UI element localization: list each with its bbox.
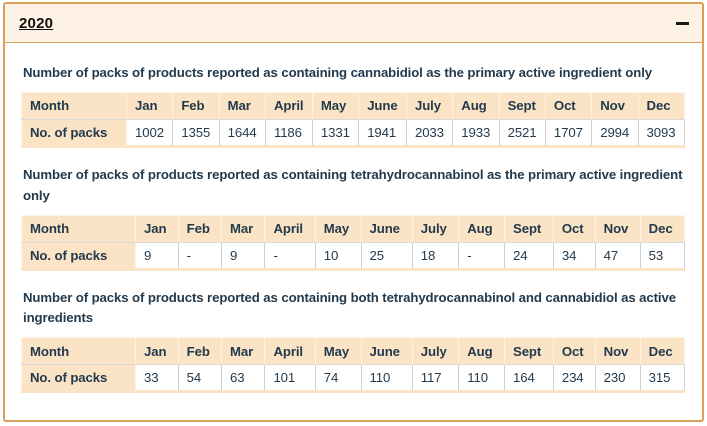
table-section-cannabidiol: Number of packs of products reported as … (21, 63, 686, 148)
month-header: Oct (544, 91, 593, 120)
month-header: Sept (498, 91, 546, 120)
month-header: May (314, 214, 362, 243)
month-header: June (360, 214, 413, 243)
packs-value: 2521 (498, 118, 546, 147)
month-header: Aug (452, 91, 500, 120)
month-column-header: Month (21, 214, 136, 243)
packs-value: 33 (135, 364, 179, 393)
months-header-row: Month Jan Feb Mar April May June July Aug Sept Oct… (21, 214, 686, 243)
packs-row: No. of packs 33 54 63 101 74 110 117 110 164 234 23… (21, 364, 686, 393)
accordion-body: Number of packs of products reported as … (5, 43, 702, 414)
packs-value: - (177, 241, 223, 270)
month-header: June (360, 337, 413, 366)
packs-value: 3093 (637, 118, 686, 147)
packs-value: 24 (504, 241, 554, 270)
packs-value: 101 (264, 364, 316, 393)
table-title: Number of packs of products reported as … (23, 289, 676, 326)
packs-value: 25 (360, 241, 413, 270)
month-header: June (358, 91, 407, 120)
packs-value: - (264, 241, 316, 270)
packs-value: 1707 (544, 118, 593, 147)
month-column-header: Month (21, 91, 127, 120)
months-header-row: Month Jan Feb Mar April May June July Aug Sept Oct… (21, 337, 686, 366)
table-section-tetrahydrocannabinol: Number of packs of products reported as … (21, 165, 686, 271)
packs-value: 1355 (172, 118, 220, 147)
packs-value: 1933 (452, 118, 500, 147)
packs-value: 234 (552, 364, 596, 393)
packs-value: 10 (314, 241, 362, 270)
month-header: Jan (135, 214, 179, 243)
month-header: Nov (591, 91, 639, 120)
packs-value: 2033 (405, 118, 454, 147)
month-header: Dec (637, 91, 686, 120)
packs-value: 63 (221, 364, 266, 393)
both-ingredients-table: Month Jan Feb Mar April May June July Aug Sept Oct… (21, 337, 686, 394)
packs-value: 117 (411, 364, 460, 393)
month-header: April (264, 337, 316, 366)
packs-value: 1186 (264, 118, 313, 147)
table-title: Number of packs of products reported as … (23, 65, 652, 80)
packs-value: 34 (552, 241, 596, 270)
tetrahydrocannabinol-table: Month Jan Feb Mar April May June July Aug Sept Oct… (21, 214, 686, 271)
month-header: Aug (458, 337, 505, 366)
month-header: Feb (177, 214, 223, 243)
months-header-row: Month Jan Feb Mar April May June July Aug Sept Oct… (21, 91, 686, 120)
packs-value: 1644 (218, 118, 266, 147)
packs-value: 110 (458, 364, 505, 393)
month-header: Oct (552, 214, 596, 243)
packs-value: 9 (135, 241, 179, 270)
row-label: No. of packs (21, 241, 136, 270)
month-header: Mar (221, 337, 266, 366)
month-header: Feb (172, 91, 220, 120)
month-header: Sept (504, 337, 554, 366)
year-accordion-panel: 2020 Number of packs of products reporte… (3, 2, 704, 422)
year-link[interactable]: 2020 (19, 14, 54, 32)
month-header: April (264, 91, 313, 120)
month-header: Nov (594, 337, 641, 366)
packs-value: 18 (411, 241, 460, 270)
packs-value: 74 (314, 364, 362, 393)
month-header: July (405, 91, 454, 120)
month-header: July (411, 337, 460, 366)
packs-value: 47 (594, 241, 641, 270)
month-header: Jan (125, 91, 174, 120)
packs-value: - (458, 241, 506, 270)
collapse-minus-icon[interactable] (676, 21, 689, 25)
month-header: April (264, 214, 316, 243)
row-label: No. of packs (21, 118, 127, 147)
packs-value: 54 (177, 364, 223, 393)
month-header: Dec (639, 337, 686, 366)
table-section-both-ingredients: Number of packs of products reported as … (21, 288, 686, 394)
packs-value: 9 (221, 241, 266, 270)
month-header: Nov (594, 214, 641, 243)
packs-row: No. of packs 1002 1355 1644 1186 1331 1941 2033… (21, 118, 686, 147)
packs-value: 230 (594, 364, 641, 393)
packs-value: 110 (360, 364, 413, 393)
packs-value: 53 (639, 241, 686, 270)
packs-value: 1002 (125, 118, 174, 147)
month-header: May (314, 337, 362, 366)
month-column-header: Month (21, 337, 136, 366)
month-header: July (411, 214, 460, 243)
month-header: Sept (504, 214, 554, 243)
row-label: No. of packs (21, 364, 136, 393)
accordion-header[interactable]: 2020 (5, 4, 702, 43)
month-header: May (311, 91, 360, 120)
packs-row: No. of packs 9-9-10 25 18-24 34 47 53 (21, 241, 686, 270)
month-header: Feb (177, 337, 223, 366)
packs-value: 1941 (358, 118, 407, 147)
month-header: Oct (552, 337, 596, 366)
cannabidiol-table: Month Jan Feb Mar April May June July Aug Sept Oct… (21, 91, 686, 148)
month-header: Dec (639, 214, 686, 243)
month-header: Aug (458, 214, 506, 243)
packs-value: 315 (639, 364, 686, 393)
month-header: Mar (218, 91, 266, 120)
month-header: Mar (221, 214, 266, 243)
packs-value: 2994 (591, 118, 639, 147)
packs-value: 164 (504, 364, 554, 393)
table-title: Number of packs of products reported as … (23, 166, 683, 203)
month-header: Jan (135, 337, 179, 366)
packs-value: 1331 (311, 118, 360, 147)
